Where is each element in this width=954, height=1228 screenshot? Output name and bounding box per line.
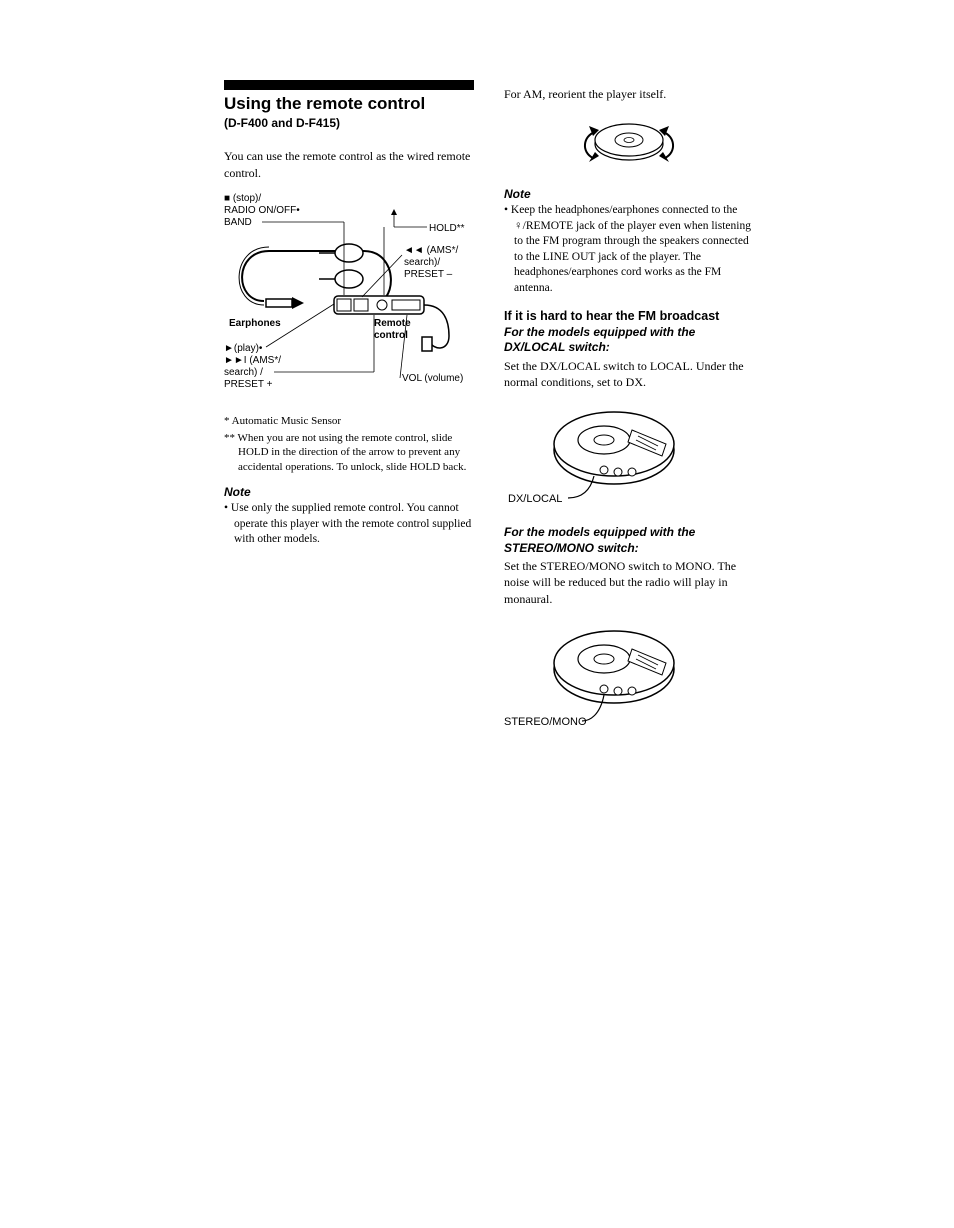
next2-label: search) / [224,367,263,378]
preset-plus-label: PRESET + [224,379,273,390]
dx-local-label: DX/LOCAL [508,493,562,505]
remote-diagram: ■ (stop)/ RADIO ON/OFF• BAND HOLD** ◄◄ (… [224,191,474,406]
right-column: For AM, reorient the player itself. Note… [504,80,754,748]
footnote-ams: * Automatic Music Sensor [224,414,474,429]
prev2-label: search)/ [404,257,440,268]
prev-label: ◄◄ (AMS*/ [404,245,458,256]
earphones-label: Earphones [229,318,281,329]
preset-minus-label: PRESET – [404,269,453,280]
stereo-mono-label: STEREO/MONO [504,716,587,728]
intro-text: You can use the remote control as the wi… [224,148,474,180]
note-heading-left: Note [224,485,474,499]
band-label: BAND [224,217,252,228]
reorient-illustration [504,112,754,177]
radio-onoff-label: RADIO ON/OFF• [224,205,300,216]
dx-local-illustration: DX/LOCAL [504,400,754,515]
stereo-mono-heading: For the models equipped with the STEREO/… [504,525,754,556]
note-bullet-right: • Keep the headphones/earphones connecte… [504,203,754,296]
stereo-mono-body: Set the STEREO/MONO switch to MONO. The … [504,558,754,607]
next-label: ►►I (AMS*/ [224,355,281,366]
dx-local-body: Set the DX/LOCAL switch to LOCAL. Under … [504,358,754,390]
hold-label: HOLD** [429,223,465,234]
note-bullet-left: • Use only the supplied remote control. … [224,501,474,548]
stereo-mono-illustration: STEREO/MONO [504,617,754,742]
note-heading-right: Note [504,187,754,201]
section-title: Using the remote control [224,94,474,114]
page: Using the remote control (D-F400 and D-F… [224,80,754,748]
title-bar [224,80,474,90]
am-text: For AM, reorient the player itself. [504,86,754,102]
vol-label: VOL (volume) [402,373,463,384]
control-label: control [374,330,408,341]
footnote-hold: ** When you are not using the remote con… [224,431,474,476]
hard-to-hear-heading: If it is hard to hear the FM broadcast [504,308,754,324]
section-subtitle: (D-F400 and D-F415) [224,116,474,130]
dx-local-heading: For the models equipped with the DX/LOCA… [504,325,754,356]
stop-label: ■ (stop)/ [224,193,261,204]
left-column: Using the remote control (D-F400 and D-F… [224,80,474,748]
play-label: ►(play)• [224,343,263,354]
